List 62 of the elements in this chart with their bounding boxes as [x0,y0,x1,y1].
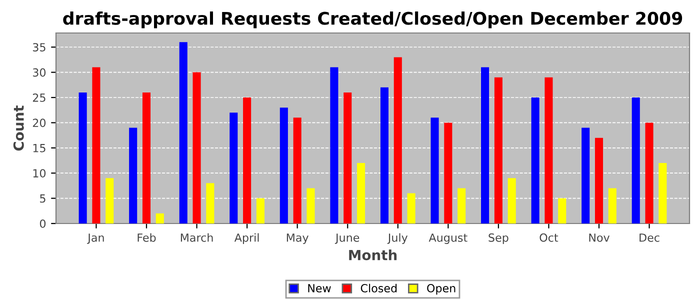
bar [330,67,338,224]
legend-label: Closed [360,284,397,292]
bar [508,178,516,224]
x-tick-label: April [234,233,259,244]
bar [645,122,654,224]
bar [430,118,439,224]
bar [206,183,214,224]
bar [582,128,590,224]
bar [306,188,315,224]
bar [243,98,252,224]
bar [531,98,540,224]
y-tick-label: 10 [33,169,46,178]
y-tick-label: 20 [32,118,46,128]
bar [481,67,490,224]
x-tick-label: July [387,233,408,244]
bar [142,92,151,224]
bar [230,112,238,224]
chart-title: drafts-approval Requests Created/Closed/Open December 2009 [63,11,682,28]
x-tick-label: Sep [488,233,508,244]
bar [380,87,389,224]
bar [280,108,288,224]
bar [558,198,566,224]
bar [658,163,667,224]
x-tick-label: March [180,233,213,242]
y-tick-label: 0 [40,219,46,228]
y-tick-label: 30 [32,68,46,77]
y-tick-label: 5 [40,194,46,203]
bar [192,72,201,224]
bar [92,67,100,224]
x-tick-label: Nov [589,234,610,242]
bar [394,57,402,224]
bar [594,138,604,224]
x-axis-title: Month [349,250,397,260]
x-tick-label: Feb [138,233,156,242]
x-tick-label: Dec [640,234,660,242]
bar [156,213,164,224]
bar [129,128,138,224]
bar [179,42,188,224]
bar [256,198,264,224]
x-tick-label: Oct [540,233,558,242]
x-tick-label: Jan [87,234,104,244]
y-tick-label: 35 [32,43,46,52]
y-axis-title: Count [13,105,24,151]
bar [444,122,452,224]
bar [356,163,366,224]
bar [344,92,352,224]
bar [458,188,466,224]
x-tick-label: June [334,234,360,244]
bar [494,77,502,224]
legend-label: New [308,284,331,292]
y-tick-label: 15 [33,144,46,152]
bar [608,188,616,224]
bar [293,118,302,224]
bar [632,98,640,224]
bar [544,77,553,224]
legend-label: Open [427,284,456,295]
x-tick-label: August [428,234,468,244]
bar [407,193,416,224]
bar [106,178,114,224]
bar [78,92,87,224]
y-tick-label: 25 [32,93,46,102]
x-tick-label: May [286,234,308,244]
